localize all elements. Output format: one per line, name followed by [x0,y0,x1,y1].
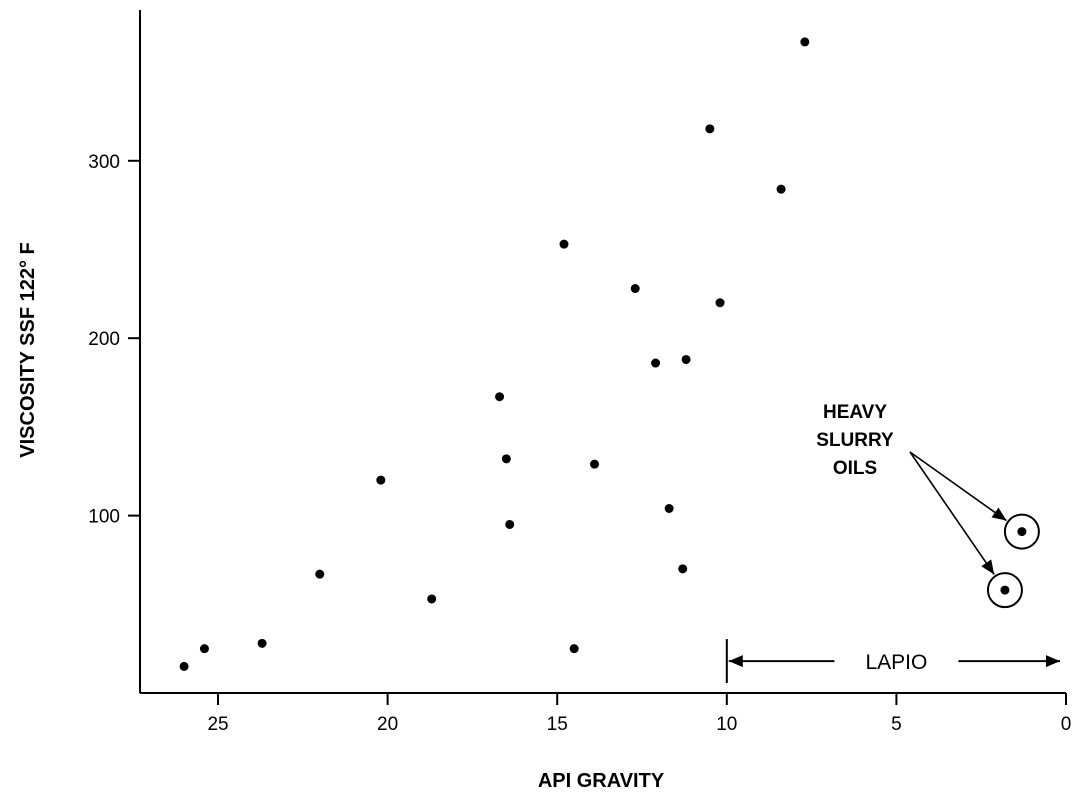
x-tick-label: 5 [891,714,902,735]
data-point [315,569,325,579]
y-tick-label: 100 [88,507,120,528]
data-point [630,284,640,294]
highlighted-point [1017,527,1027,537]
data-point [257,638,267,648]
x-tick-label: 0 [1061,714,1072,735]
data-points [179,37,810,671]
highlighted-points [986,513,1040,609]
x-axis-title: API GRAVITY [538,770,665,792]
highlight-ring [986,572,1023,609]
data-point [559,239,569,249]
data-point [681,354,691,364]
data-point [715,298,725,308]
data-point [495,392,505,402]
annotation-heavy-line1: HEAVY [823,402,887,423]
data-point [590,459,600,469]
data-point [569,644,579,654]
data-point [427,594,437,604]
y-ticks: 100 200 300 [88,152,140,528]
y-tick-label: 300 [88,152,120,173]
highlighted-point [1000,585,1010,595]
data-point [651,358,661,368]
leader-arrow-head [991,507,1007,521]
range-right-arrow-head [1046,655,1060,668]
leader-arrow-line [909,451,995,575]
x-tick-label: 10 [716,714,737,735]
annotations: HEAVY SLURRY OILS LAPIO [725,402,1060,684]
data-point [664,504,674,514]
leader-arrow-line [909,451,1007,522]
annotation-range-label: LAPIO [865,651,927,674]
data-point [800,37,810,47]
range-left-arrow-head [728,655,743,668]
highlight-ring [1003,513,1040,550]
data-point [776,184,786,194]
x-ticks: 25 20 15 10 5 0 [207,693,1071,735]
data-point [505,519,515,529]
data-point [678,564,688,574]
annotation-heavy-line2: SLURRY [816,430,894,451]
axes [139,10,1066,694]
x-tick-label: 15 [547,714,568,735]
x-tick-label: 20 [377,714,398,735]
data-point [199,644,209,654]
data-point [376,475,386,485]
y-tick-label: 200 [88,329,120,350]
data-point [705,124,715,134]
leader-arrow-head [981,559,995,575]
x-tick-label: 25 [207,714,228,735]
y-axis-title: VISCOSITY SSF 122° F [17,242,39,457]
data-point [501,454,511,464]
annotation-heavy-line3: OILS [833,458,877,479]
data-point [179,661,189,671]
